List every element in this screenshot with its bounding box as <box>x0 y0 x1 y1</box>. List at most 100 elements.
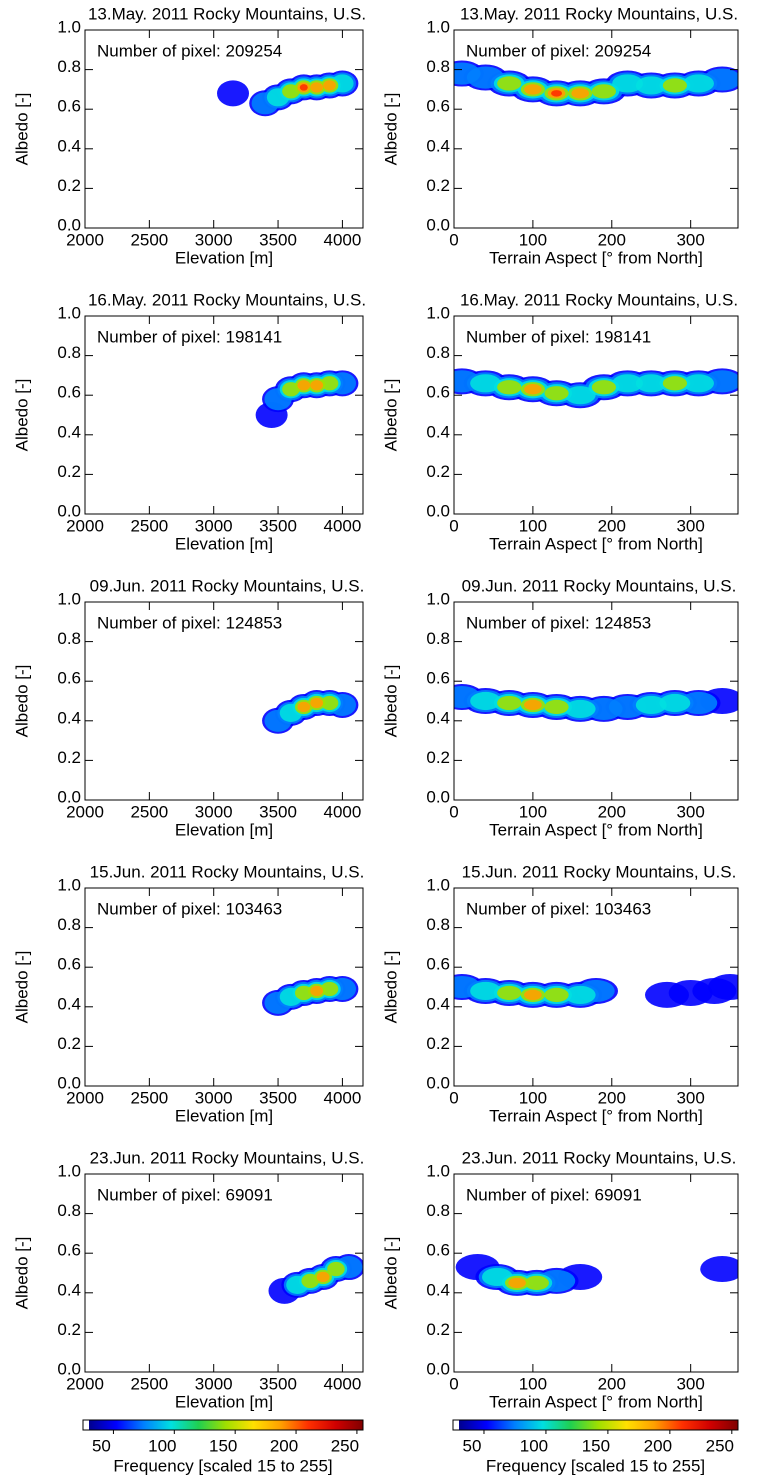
x-tick-label: 2500 <box>130 1374 168 1393</box>
x-tick-label: 3500 <box>259 516 297 535</box>
density-cell <box>524 384 542 395</box>
y-axis-label: Albedo [-] <box>381 665 400 738</box>
y-tick-label: 0.4 <box>57 136 81 155</box>
density-cloud <box>255 370 359 428</box>
y-tick-label: 0.0 <box>57 1073 81 1092</box>
y-tick-label: 0.0 <box>426 1073 450 1092</box>
x-tick-label: 300 <box>676 230 704 249</box>
density-cell <box>470 981 501 1001</box>
density-cell <box>320 695 339 711</box>
density-cell <box>524 84 542 95</box>
x-tick-label: 300 <box>676 1088 704 1107</box>
panel-title: 13.May. 2011 Rocky Mountains, U.S. <box>460 4 738 23</box>
y-tick-label: 0.6 <box>426 669 450 688</box>
density-cell <box>327 1261 345 1277</box>
y-axis-label: Albedo [-] <box>381 1237 400 1310</box>
y-tick-label: 0.4 <box>426 136 450 155</box>
x-tick-label: 200 <box>598 516 626 535</box>
density-cell <box>544 699 569 715</box>
pixel-count: Number of pixel: 103463 <box>466 899 651 918</box>
plot-frame <box>84 601 364 801</box>
y-tick-label: 0.2 <box>57 462 81 481</box>
density-cell <box>659 693 691 713</box>
y-tick-label: 0.2 <box>426 462 450 481</box>
x-tick-label: 2000 <box>66 802 104 821</box>
density-cell <box>320 981 339 997</box>
x-tick-label: 100 <box>519 1374 547 1393</box>
y-axis-label: Albedo [-] <box>381 951 400 1024</box>
x-tick-label: 200 <box>598 802 626 821</box>
plot-frame <box>84 29 364 229</box>
y-tick-label: 0.8 <box>57 57 81 76</box>
y-tick-label: 0.0 <box>426 215 450 234</box>
colorbar-tick-label: 250 <box>706 1436 734 1455</box>
y-tick-label: 1.0 <box>426 17 450 36</box>
density-cell <box>708 974 738 1000</box>
x-tick-label: 100 <box>519 516 547 535</box>
x-tick-label: 3000 <box>195 802 233 821</box>
panel-title: 16.May. 2011 Rocky Mountains, U.S. <box>88 290 366 309</box>
colorbar-frame <box>82 1419 364 1431</box>
panel-title: 23.Jun. 2011 Rocky Mountains, U.S. <box>462 1148 737 1167</box>
y-tick-label: 0.4 <box>57 1280 81 1299</box>
density-cell <box>497 695 522 711</box>
x-tick-label: 200 <box>598 1088 626 1107</box>
x-tick-label: 3000 <box>195 230 233 249</box>
pixel-count: Number of pixel: 198141 <box>97 327 282 346</box>
x-tick-label: 2500 <box>130 230 168 249</box>
x-tick-label: 2000 <box>66 516 104 535</box>
y-tick-label: 1.0 <box>426 589 450 608</box>
panel: 0 100 200 300 0.0 0.2 0.4 0.6 0.8 1.0 16.May. 2011… <box>381 290 739 553</box>
y-tick-label: 0.0 <box>57 1359 81 1378</box>
x-tick-label: 2500 <box>130 516 168 535</box>
density-cloud <box>454 60 738 107</box>
y-tick-label: 0.2 <box>426 748 450 767</box>
y-tick-label: 0.8 <box>426 915 450 934</box>
density-cell <box>700 1256 738 1283</box>
density-cell <box>310 697 324 709</box>
density-cloud <box>262 975 359 1016</box>
y-tick-label: 0.4 <box>57 994 81 1013</box>
x-tick-label: 2500 <box>130 1088 168 1107</box>
panel: 0 100 200 300 0.0 0.2 0.4 0.6 0.8 1.0 23.Jun. 2011… <box>381 1148 739 1411</box>
x-tick-label: 100 <box>519 230 547 249</box>
density-cell <box>635 695 667 715</box>
y-tick-label: 0.2 <box>426 176 450 195</box>
y-tick-label: 1.0 <box>426 875 450 894</box>
x-tick-label: 0 <box>449 1088 458 1107</box>
x-axis-label: Elevation [m] <box>175 820 273 839</box>
density-cell <box>635 374 667 393</box>
y-tick-label: 0.8 <box>426 629 450 648</box>
y-tick-label: 0.0 <box>426 1359 450 1378</box>
y-tick-label: 0.8 <box>57 1201 81 1220</box>
x-tick-label: 300 <box>676 516 704 535</box>
colorbar-tick-label: 250 <box>331 1436 359 1455</box>
x-axis-label: Terrain Aspect [° from North] <box>489 1392 703 1411</box>
y-axis-label: Albedo [-] <box>12 951 31 1024</box>
density-cell <box>310 82 324 93</box>
x-tick-label: 2500 <box>130 802 168 821</box>
x-tick-label: 200 <box>598 230 626 249</box>
density-cell <box>310 985 324 997</box>
density-cell <box>662 78 687 93</box>
panel-title: 15.Jun. 2011 Rocky Mountains, U.S. <box>90 862 365 881</box>
density-cell <box>683 374 714 393</box>
x-tick-label: 2000 <box>66 1374 104 1393</box>
x-tick-label: 4000 <box>323 1088 361 1107</box>
pixel-count: Number of pixel: 69091 <box>97 1185 273 1204</box>
density-cell <box>320 376 339 391</box>
x-tick-label: 200 <box>598 1374 626 1393</box>
y-axis-label: Albedo [-] <box>12 1237 31 1310</box>
y-tick-label: 0.2 <box>57 1320 81 1339</box>
x-axis-label: Terrain Aspect [° from North] <box>489 534 703 553</box>
colorbar-label: Frequency [scaled 15 to 255] <box>113 1456 332 1475</box>
y-tick-label: 0.4 <box>426 994 450 1013</box>
x-axis-label: Terrain Aspect [° from North] <box>489 1106 703 1125</box>
x-tick-label: 3500 <box>259 230 297 249</box>
density-cell <box>497 76 522 91</box>
density-cell <box>470 374 501 393</box>
x-axis-label: Terrain Aspect [° from North] <box>489 248 703 267</box>
y-tick-label: 1.0 <box>57 875 81 894</box>
pixel-count: Number of pixel: 209254 <box>97 41 282 60</box>
density-cloud <box>454 684 738 722</box>
